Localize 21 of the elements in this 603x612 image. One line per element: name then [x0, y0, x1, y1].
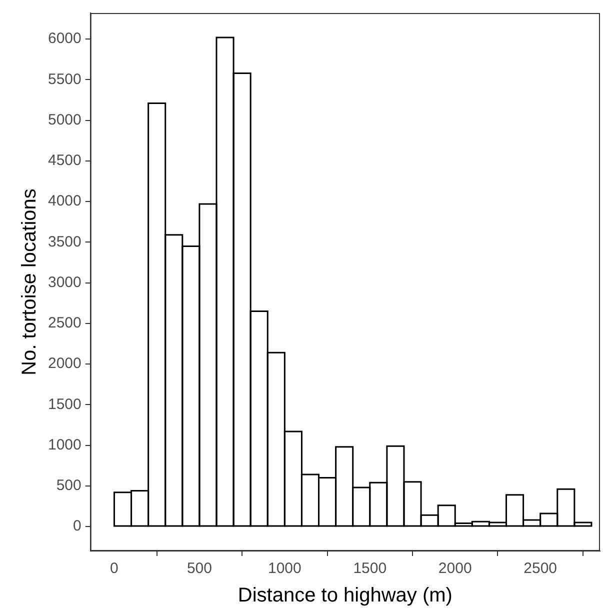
y-tick-label: 5500 [48, 70, 82, 88]
x-tick-label: 500 [186, 560, 212, 578]
y-axis-title: No. tortoise locations [18, 188, 41, 376]
x-axis-title: Distance to highway (m) [238, 584, 452, 607]
y-tick-label: 1500 [48, 396, 82, 413]
y-tick-label: 500 [56, 477, 82, 494]
y-tick-label: 0 [73, 518, 82, 535]
y-tick-label: 6000 [48, 30, 82, 48]
y-tick-label: 4000 [48, 192, 82, 210]
x-tick-label: 0 [110, 560, 118, 578]
y-tick-label: 5000 [48, 111, 82, 128]
y-tick-label: 2500 [48, 314, 82, 332]
y-tick-label: 4500 [48, 152, 82, 170]
x-tick-label: 1000 [268, 560, 302, 578]
y-tick-label: 3500 [48, 233, 82, 250]
x-tick-label: 2000 [438, 560, 472, 578]
x-tick-label: 2500 [524, 560, 558, 578]
x-tick-label: 1500 [353, 560, 387, 578]
y-tick-label: 1000 [48, 436, 82, 454]
y-tick-label: 3000 [48, 274, 82, 291]
y-tick-label: 2000 [48, 355, 82, 372]
